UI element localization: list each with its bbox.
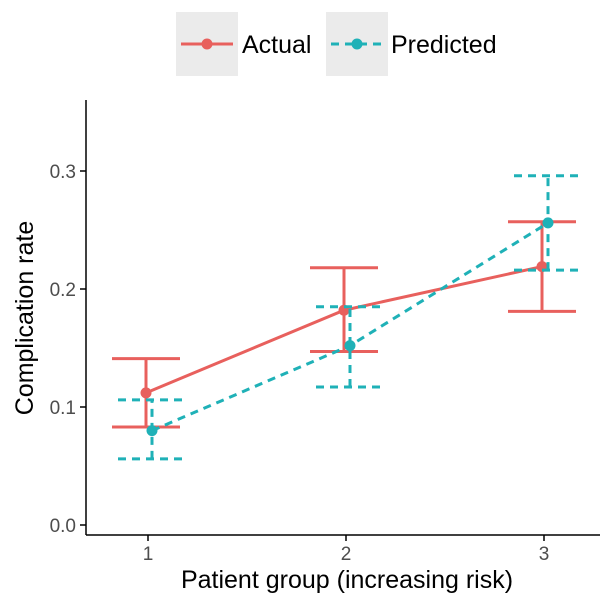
legend-label-actual: Actual xyxy=(242,31,311,59)
y-tick-label-0: 0.0 xyxy=(50,516,76,537)
y-tick-label-1: 0.1 xyxy=(50,398,76,419)
point-predicted-2 xyxy=(344,340,356,352)
y-tick-label-2: 0.2 xyxy=(50,280,76,301)
point-actual-1 xyxy=(140,387,152,399)
series-predicted xyxy=(118,174,582,461)
series-actual xyxy=(112,220,576,429)
y-ticks: 0.0 0.1 0.2 0.3 xyxy=(50,162,86,537)
x-axis-title: Patient group (increasing risk) xyxy=(181,566,513,594)
legend: Actual Predicted xyxy=(176,12,497,76)
point-predicted-3 xyxy=(542,217,554,229)
y-tick-label-3: 0.3 xyxy=(50,162,76,183)
x-ticks: 1 2 3 xyxy=(143,535,550,565)
x-tick-label-1: 2 xyxy=(341,544,352,565)
legend-label-predicted: Predicted xyxy=(391,31,497,59)
legend-key-predicted-marker xyxy=(351,38,363,50)
legend-key-actual-marker xyxy=(201,38,213,50)
series-layer xyxy=(112,174,582,461)
x-tick-label-2: 3 xyxy=(539,544,550,565)
x-tick-label-0: 1 xyxy=(143,544,154,565)
y-axis-title: Complication rate xyxy=(11,221,39,416)
point-predicted-1 xyxy=(146,425,158,437)
